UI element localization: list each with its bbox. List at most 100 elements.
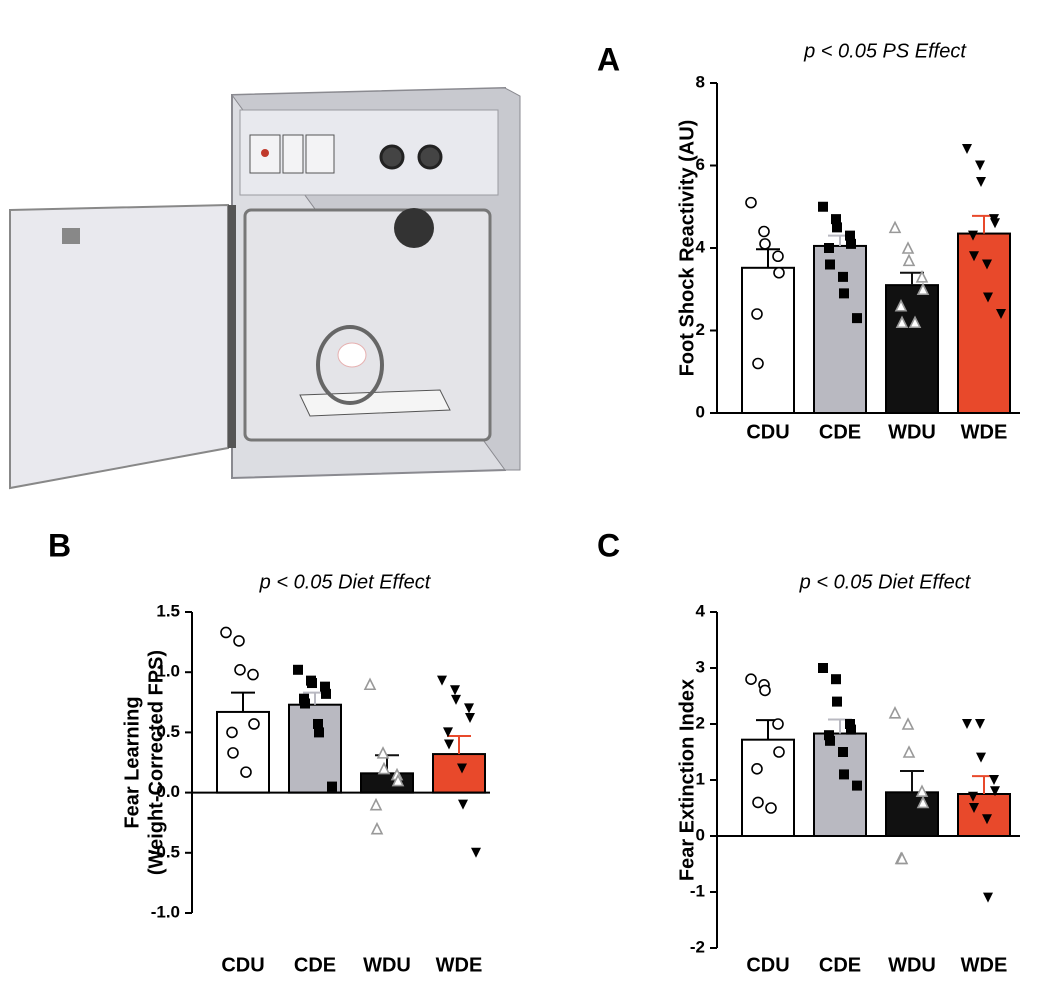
data-point [220, 626, 232, 639]
y-tick-label: 2 [696, 713, 705, 732]
data-point [293, 664, 303, 675]
data-point [982, 814, 992, 825]
data-point [471, 847, 481, 858]
data-point [465, 712, 475, 723]
data-point [825, 259, 835, 270]
data-point [451, 694, 461, 705]
data-point [370, 821, 384, 835]
data-point [772, 250, 784, 263]
chart-title: p < 0.05 Diet Effect [259, 571, 432, 593]
panel-letter: A [597, 41, 620, 77]
chart-panel: Cp < 0.05 Diet Effect Fear Extinction Ind… [597, 527, 1020, 976]
data-point [839, 769, 849, 780]
x-tick-label: WDE [961, 421, 1008, 443]
data-point [832, 696, 842, 707]
data-point [982, 259, 992, 270]
chart-title: p < 0.05 Diet Effect [799, 571, 972, 593]
data-point [450, 685, 460, 696]
data-point [765, 802, 777, 814]
data-point [832, 222, 842, 233]
chart-title: p < 0.05 PS Effect [803, 40, 967, 62]
data-point [895, 851, 909, 865]
data-point [915, 784, 929, 798]
data-point [838, 747, 848, 757]
bar [741, 266, 795, 414]
y-tick-label: 6 [696, 155, 705, 174]
y-axis-label: Fear Learning [121, 696, 143, 828]
data-point [307, 678, 317, 689]
data-point [901, 241, 915, 254]
data-point [888, 706, 902, 719]
data-point [894, 298, 908, 312]
data-point [831, 214, 841, 225]
y-tick-label: 0 [696, 825, 705, 844]
data-point [968, 230, 978, 241]
y-tick-label: -1.0 [151, 902, 180, 921]
data-point [248, 718, 260, 730]
x-tick-label: WDE [436, 954, 483, 976]
startle-chamber-illustration [9, 86, 521, 490]
data-point [962, 144, 972, 154]
data-point [975, 160, 985, 171]
data-point [327, 781, 337, 792]
data-point [825, 735, 835, 746]
bar [216, 710, 270, 794]
data-point [226, 726, 238, 739]
data-point [908, 315, 922, 329]
data-point [969, 251, 979, 262]
data-point [234, 663, 246, 676]
data-point [975, 719, 985, 729]
y-tick-label: 1.0 [156, 662, 180, 681]
panel-letter: B [48, 527, 71, 563]
data-point [916, 282, 930, 296]
bar [360, 772, 414, 794]
data-point [901, 717, 915, 730]
data-point [845, 719, 855, 729]
data-point [751, 308, 763, 320]
data-point [240, 766, 252, 778]
y-tick-label: 8 [696, 72, 705, 91]
x-tick-label: CDU [746, 954, 789, 976]
data-point [968, 791, 978, 802]
x-tick-label: CDE [819, 421, 861, 443]
x-tick-label: WDU [363, 954, 411, 976]
data-point [846, 238, 856, 249]
data-point [773, 266, 785, 279]
data-point [852, 780, 862, 791]
data-point [300, 698, 310, 709]
y-tick-label: 1 [696, 769, 705, 788]
panel-letter: C [597, 527, 620, 563]
data-point [313, 718, 323, 729]
data-point [976, 752, 986, 763]
data-point [838, 271, 848, 282]
bar [741, 738, 795, 837]
y-tick-label: 0 [696, 402, 705, 421]
y-tick-label: -0.5 [151, 842, 180, 861]
data-point [751, 762, 763, 775]
bar [885, 284, 939, 414]
data-point [996, 309, 1006, 319]
data-point [758, 225, 770, 238]
data-point [752, 796, 764, 809]
data-point [990, 786, 1000, 797]
data-point [902, 745, 916, 758]
data-point [983, 892, 993, 903]
y-tick-label: -1 [690, 881, 705, 900]
data-point [895, 315, 909, 329]
data-point [321, 688, 331, 699]
y-axis-label: Fear Extinction Index [676, 679, 698, 881]
data-point [962, 719, 972, 729]
bar [885, 791, 939, 838]
data-point [320, 681, 330, 692]
data-point [458, 799, 468, 810]
x-tick-label: CDE [294, 954, 336, 976]
data-point [846, 724, 856, 735]
y-tick-label: 0.0 [156, 782, 180, 801]
data-point [759, 238, 771, 250]
data-point [443, 727, 453, 738]
data-point [444, 739, 454, 750]
data-point [369, 797, 383, 811]
data-point [915, 270, 929, 283]
data-point [363, 677, 377, 691]
